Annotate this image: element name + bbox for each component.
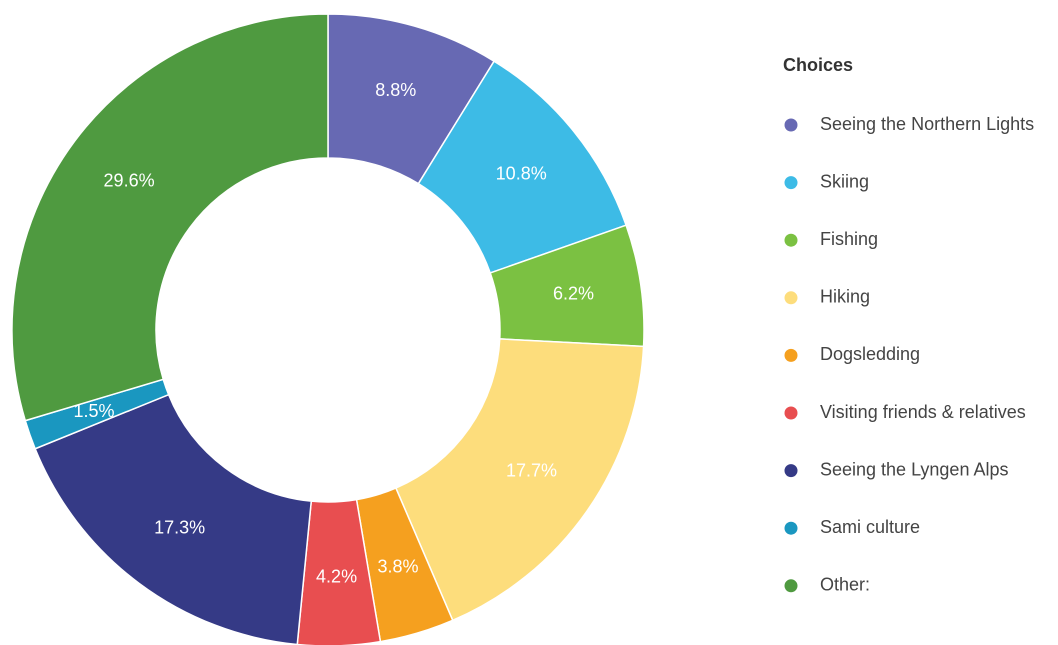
slice	[34, 393, 313, 645]
legend-label: Seeing the Lyngen Alps	[820, 459, 1008, 479]
data-label: 17.7%	[506, 461, 557, 481]
legend-label: Skiing	[820, 171, 869, 191]
data-label: 8.8%	[375, 80, 416, 100]
legend-marker	[784, 406, 798, 420]
legend-marker	[784, 348, 798, 362]
legend-label: Visiting friends & relatives	[820, 402, 1026, 422]
legend-marker	[784, 176, 798, 190]
data-label: 10.8%	[496, 163, 547, 183]
legend-marker	[784, 464, 798, 478]
legend-label: Other:	[820, 575, 870, 595]
slice	[11, 13, 329, 422]
legend-marker	[784, 233, 798, 247]
data-label: 1.5%	[74, 401, 115, 421]
legend-marker	[784, 521, 798, 535]
legend-title: Choices	[783, 55, 853, 75]
legend-marker	[784, 291, 798, 305]
legend-marker	[784, 118, 798, 132]
data-label: 3.8%	[377, 557, 418, 577]
legend-label: Dogsledding	[820, 344, 920, 364]
legend-label: Hiking	[820, 287, 870, 307]
legend-label: Seeing the Northern Lights	[820, 114, 1034, 134]
data-label: 17.3%	[154, 517, 205, 537]
legend-marker	[784, 579, 798, 593]
data-label: 4.2%	[316, 567, 357, 587]
legend-label: Fishing	[820, 229, 878, 249]
legend-label: Sami culture	[820, 517, 920, 537]
slice	[394, 338, 645, 622]
data-label: 6.2%	[553, 283, 594, 303]
data-label: 29.6%	[104, 171, 155, 191]
